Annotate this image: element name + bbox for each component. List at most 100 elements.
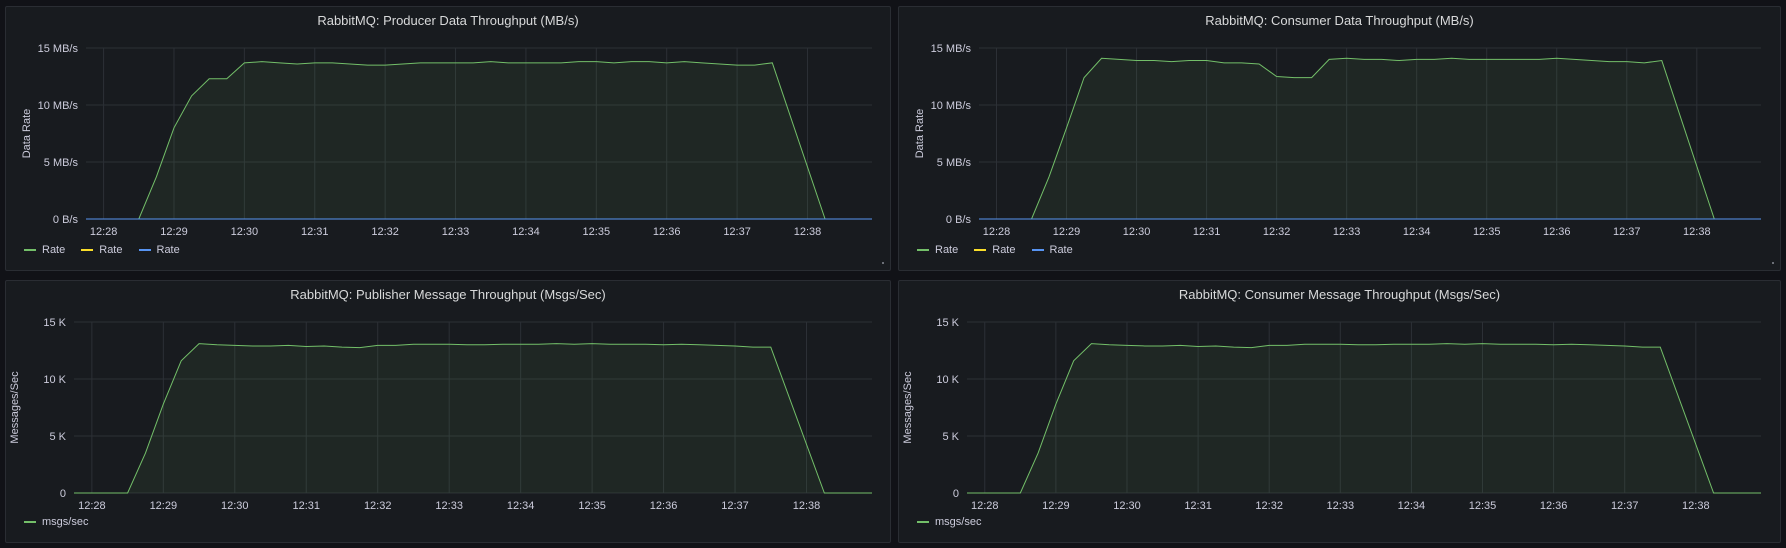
x-tick-label: 12:29 [1053, 226, 1081, 238]
x-tick-label: 12:37 [723, 226, 751, 238]
x-tick-label: 12:38 [1683, 226, 1711, 238]
x-tick-label: 12:36 [650, 500, 678, 512]
x-tick-label: 12:30 [1113, 500, 1141, 512]
x-tick-label: 12:30 [1123, 226, 1151, 238]
x-tick-label: 12:28 [90, 226, 118, 238]
y-axis-label: Messages/Sec [902, 371, 914, 444]
y-tick-label: 15 MB/s [38, 43, 79, 55]
y-axis-label: Data Rate [914, 109, 926, 159]
x-tick-label: 12:32 [371, 226, 399, 238]
y-tick-label: 5 K [942, 431, 959, 443]
legend-swatch [81, 249, 94, 251]
legend-label: Rate [99, 244, 123, 256]
y-tick-label: 10 K [43, 374, 66, 386]
chart-publisher-message-throughput[interactable]: 0 5 K 10 K 15 K 12:28 12:29 12:30 12:31 12:32 12:… [6, 281, 892, 544]
panel-title[interactable]: RabbitMQ: Producer Data Throughput (MB/s… [317, 13, 579, 28]
legend-swatch [24, 249, 36, 251]
series-area [967, 343, 1761, 493]
x-tick-label: 12:29 [1042, 500, 1070, 512]
legend-item[interactable]: msgs/sec [917, 516, 981, 528]
chart-producer-data-throughput[interactable]: 0 B/s 5 MB/s 10 MB/s 15 MB/s 12:28 12:29 12:30… [6, 7, 892, 272]
legend-swatch [138, 249, 151, 251]
panel-publisher-message-throughput[interactable]: RabbitMQ: Publisher Message Throughput (… [5, 280, 891, 543]
x-tick-label: 12:38 [793, 500, 821, 512]
panel-title[interactable]: RabbitMQ: Consumer Data Throughput (MB/s… [1205, 13, 1474, 28]
x-tick-label: 12:33 [1327, 500, 1355, 512]
legend-swatch [24, 521, 36, 523]
x-tick-label: 12:38 [794, 226, 822, 238]
chart-consumer-data-throughput[interactable]: 0 B/s 5 MB/s 10 MB/s 15 MB/s 12:28 12:29 12:30… [899, 7, 1782, 272]
x-tick-label: 12:34 [1398, 500, 1426, 512]
legend: Rate Rate Rate [917, 244, 1073, 256]
legend: msgs/sec [24, 516, 88, 528]
x-tick-label: 12:31 [1193, 226, 1221, 238]
legend-item[interactable]: Rate [974, 244, 1016, 256]
x-tick-label: 12:37 [1613, 226, 1641, 238]
y-axis-label: Messages/Sec [9, 371, 21, 444]
y-tick-label: 0 B/s [53, 214, 79, 226]
x-tick-label: 12:33 [1333, 226, 1361, 238]
legend-label: Rate [156, 244, 180, 256]
resize-handle[interactable] [1772, 262, 1774, 264]
x-tick-label: 12:33 [435, 500, 463, 512]
legend-label: Rate [992, 244, 1016, 256]
y-tick-label: 0 [953, 488, 959, 500]
series-line [979, 57, 1761, 220]
panel-consumer-message-throughput[interactable]: RabbitMQ: Consumer Message Throughput (M… [898, 280, 1781, 543]
series-area [979, 58, 1761, 220]
y-tick-label: 15 MB/s [931, 43, 972, 55]
chart-consumer-message-throughput[interactable]: 0 5 K 10 K 15 K 12:28 12:29 12:30 12:31 12:32 12:… [899, 281, 1782, 544]
legend-item[interactable]: Rate [917, 244, 958, 256]
legend-item[interactable]: Rate [1031, 244, 1073, 256]
x-tick-label: 12:33 [442, 226, 470, 238]
x-tick-label: 12:36 [1543, 226, 1571, 238]
legend-item[interactable]: Rate [81, 244, 123, 256]
x-tick-label: 12:34 [512, 226, 540, 238]
y-tick-label: 0 [60, 488, 66, 500]
grid-lines [74, 321, 872, 494]
panel-title[interactable]: RabbitMQ: Consumer Message Throughput (M… [1178, 287, 1501, 302]
panel-producer-data-throughput[interactable]: RabbitMQ: Producer Data Throughput (MB/s… [5, 6, 891, 271]
x-tick-label: 12:35 [583, 226, 611, 238]
series-area [86, 61, 872, 220]
x-tick-label: 12:29 [150, 500, 178, 512]
x-tick-label: 12:38 [1682, 500, 1710, 512]
y-tick-label: 10 MB/s [931, 100, 972, 112]
x-tick-label: 12:28 [78, 500, 106, 512]
series-line [86, 61, 872, 220]
x-tick-label: 12:30 [231, 226, 259, 238]
legend-label: Rate [42, 244, 66, 256]
series-line [74, 343, 872, 494]
x-tick-label: 12:31 [1184, 500, 1212, 512]
panel-title[interactable]: RabbitMQ: Publisher Message Throughput (… [290, 287, 606, 302]
x-tick-label: 12:28 [983, 226, 1011, 238]
legend-item[interactable]: msgs/sec [24, 516, 88, 528]
legend-label: Rate [935, 244, 959, 256]
grid-lines [967, 321, 1761, 494]
y-tick-label: 15 K [43, 317, 66, 329]
y-tick-label: 5 MB/s [44, 157, 79, 169]
y-tick-label: 15 K [936, 317, 959, 329]
x-tick-label: 12:35 [578, 500, 606, 512]
x-tick-label: 12:31 [292, 500, 320, 512]
x-tick-label: 12:35 [1469, 500, 1497, 512]
legend-label: msgs/sec [935, 516, 982, 528]
resize-handle[interactable] [882, 262, 884, 264]
y-tick-label: 5 MB/s [937, 157, 972, 169]
x-tick-label: 12:30 [221, 500, 249, 512]
legend-swatch [917, 249, 929, 251]
legend: Rate Rate Rate [24, 244, 180, 256]
y-tick-label: 10 MB/s [38, 100, 79, 112]
panel-consumer-data-throughput[interactable]: RabbitMQ: Consumer Data Throughput (MB/s… [898, 6, 1781, 271]
legend-item[interactable]: Rate [24, 244, 65, 256]
x-tick-label: 12:34 [507, 500, 535, 512]
x-tick-label: 12:28 [971, 500, 999, 512]
legend-swatch [974, 249, 987, 251]
x-tick-label: 12:36 [653, 226, 681, 238]
legend: msgs/sec [917, 516, 981, 528]
legend-item[interactable]: Rate [138, 244, 180, 256]
legend-label: Rate [1049, 244, 1073, 256]
y-tick-label: 10 K [936, 374, 959, 386]
y-tick-label: 0 B/s [946, 214, 972, 226]
